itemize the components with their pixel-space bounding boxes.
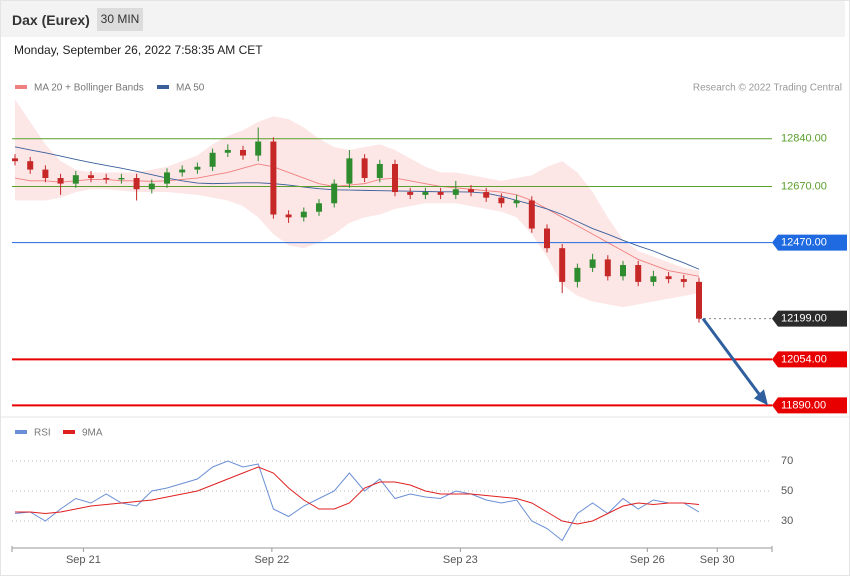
legend-swatch bbox=[63, 430, 75, 434]
candle-body bbox=[148, 183, 155, 190]
candle-body bbox=[88, 175, 94, 179]
y-tick-label: 70 bbox=[781, 455, 793, 467]
legend-label: RSI bbox=[34, 428, 51, 439]
instrument-title: Dax (Eurex) bbox=[12, 12, 90, 28]
x-tick-label: Sep 21 bbox=[66, 554, 101, 566]
interval-button[interactable]: 30 MIN bbox=[97, 8, 143, 31]
candle-body bbox=[118, 178, 125, 180]
candle-body bbox=[270, 141, 277, 215]
x-tick-label: Sep 23 bbox=[443, 554, 478, 566]
candle-body bbox=[12, 158, 18, 162]
forecast-arrow bbox=[701, 317, 765, 401]
candle-body bbox=[27, 161, 34, 170]
candle-body bbox=[665, 276, 672, 280]
timestamp: Monday, September 26, 2022 7:58:35 AM CE… bbox=[14, 43, 263, 57]
candle-body bbox=[103, 178, 110, 180]
candle-body bbox=[483, 192, 490, 198]
candle-body bbox=[42, 169, 49, 179]
level-label: 12054.00 bbox=[781, 353, 827, 365]
level-label: 11890.00 bbox=[781, 399, 826, 411]
level-tag bbox=[772, 351, 847, 368]
candle-body bbox=[559, 248, 566, 282]
forecast-arrowhead bbox=[754, 389, 768, 406]
candle-body bbox=[680, 279, 687, 282]
candle-body bbox=[696, 281, 702, 319]
candle-body bbox=[255, 141, 262, 156]
candle-body bbox=[513, 200, 520, 204]
candle-body bbox=[133, 178, 140, 190]
candle-body bbox=[620, 265, 626, 277]
candle-body bbox=[437, 192, 444, 195]
bollinger-band bbox=[15, 99, 699, 308]
candle-body bbox=[589, 259, 596, 268]
candle-body bbox=[604, 259, 611, 277]
candle-body bbox=[468, 189, 474, 193]
candle-body bbox=[300, 211, 307, 218]
legend-label: MA 50 bbox=[176, 83, 205, 94]
candle-body bbox=[650, 276, 657, 282]
ma20-line bbox=[14, 163, 700, 277]
level-tag bbox=[772, 310, 847, 327]
candle-body bbox=[209, 152, 216, 167]
rsi-line bbox=[15, 466, 700, 525]
y-tick-label: 30 bbox=[781, 515, 793, 527]
x-tick-label: Sep 22 bbox=[254, 554, 289, 566]
level-tag bbox=[772, 234, 847, 251]
candle-body bbox=[179, 169, 186, 173]
legend-swatch bbox=[157, 85, 169, 89]
legend-label: 9MA bbox=[82, 428, 103, 439]
candle-body bbox=[422, 192, 429, 195]
ma50-line bbox=[14, 146, 700, 270]
candle-body bbox=[194, 166, 201, 170]
candle-body bbox=[240, 149, 246, 156]
level-label: 12840.00 bbox=[781, 133, 827, 145]
candle-body bbox=[392, 163, 398, 193]
x-tick-label: Sep 26 bbox=[630, 554, 665, 566]
level-label: 12670.00 bbox=[781, 180, 827, 192]
candle-body bbox=[331, 183, 338, 204]
candle-body bbox=[72, 175, 79, 184]
candle-body bbox=[452, 189, 459, 195]
candle-body bbox=[528, 200, 535, 229]
level-label: 12470.00 bbox=[781, 236, 827, 248]
credit: Research © 2022 Trading Central bbox=[693, 83, 842, 94]
candle-body bbox=[224, 149, 231, 153]
legend-label: MA 20 + Bollinger Bands bbox=[34, 83, 144, 94]
candle-body bbox=[285, 214, 292, 218]
candle-body bbox=[544, 228, 550, 249]
candle-body bbox=[164, 172, 170, 184]
candle-body bbox=[57, 178, 64, 184]
candle-body bbox=[376, 163, 383, 179]
candle-body bbox=[574, 267, 581, 282]
header-bar: Dax (Eurex) 30 MIN bbox=[1, 1, 845, 37]
candle-body bbox=[361, 158, 368, 179]
candle-body bbox=[498, 197, 505, 204]
candle-body bbox=[635, 265, 642, 282]
level-label: 12199.00 bbox=[781, 313, 827, 325]
level-tag bbox=[772, 397, 847, 414]
candle-body bbox=[407, 192, 414, 195]
rsi-line bbox=[14, 460, 700, 542]
x-tick-label: Sep 30 bbox=[700, 554, 735, 566]
candle-body bbox=[316, 203, 322, 212]
y-tick-label: 50 bbox=[781, 485, 793, 497]
legend-swatch bbox=[15, 430, 27, 434]
legend-swatch bbox=[15, 85, 27, 89]
candle-body bbox=[346, 158, 353, 184]
